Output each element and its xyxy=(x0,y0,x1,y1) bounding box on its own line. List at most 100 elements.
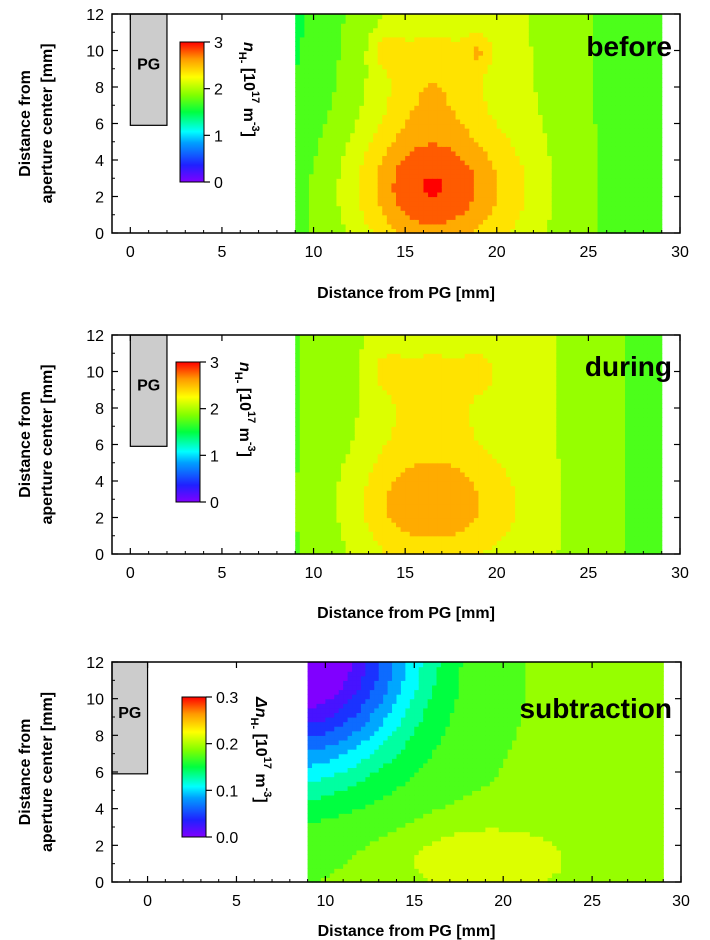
heatmap-cell xyxy=(373,398,379,405)
heatmap-cell xyxy=(615,32,622,38)
heatmap-cell xyxy=(345,155,351,161)
heatmap-cell xyxy=(350,508,356,514)
heatmap-cell xyxy=(359,182,365,188)
heatmap-cell xyxy=(336,114,342,120)
heatmap-cell xyxy=(533,169,539,175)
heatmap-cell xyxy=(625,155,631,161)
heatmap-cell xyxy=(386,141,393,147)
heatmap-cell xyxy=(437,73,443,79)
heatmap-cell xyxy=(652,96,658,102)
heatmap-cell xyxy=(432,187,438,193)
heatmap-cell xyxy=(377,228,383,234)
heatmap-cell xyxy=(620,27,626,33)
heatmap-cell xyxy=(592,205,599,211)
heatmap-cell xyxy=(487,137,493,143)
heatmap-cell xyxy=(464,173,470,179)
heatmap-cell xyxy=(350,412,356,418)
heatmap-cell xyxy=(437,191,443,198)
heatmap-cell xyxy=(606,114,612,120)
heatmap-cell xyxy=(391,105,397,111)
heatmap-cell xyxy=(363,403,370,409)
heatmap-cell xyxy=(588,169,594,175)
heatmap-cell xyxy=(386,14,393,20)
heatmap-cell xyxy=(519,91,525,97)
heatmap-cell xyxy=(391,376,397,382)
heatmap-cell xyxy=(583,18,589,24)
panel-label: before xyxy=(586,31,672,62)
heatmap-cell xyxy=(611,32,617,38)
heatmap-cell xyxy=(588,114,594,120)
heatmap-cell xyxy=(441,82,447,88)
heatmap-cell xyxy=(611,155,617,161)
heatmap-cell xyxy=(396,73,402,79)
heatmap-cell xyxy=(615,132,622,138)
heatmap-cell xyxy=(464,182,470,188)
heatmap-cell xyxy=(533,64,539,70)
heatmap-cell xyxy=(570,187,576,193)
heatmap-cell xyxy=(505,105,512,111)
heatmap-cell xyxy=(400,18,406,24)
heatmap-cell xyxy=(336,173,342,179)
heatmap-cell xyxy=(625,114,631,120)
heatmap-cell xyxy=(492,27,498,33)
heatmap-cell xyxy=(299,462,305,468)
heatmap-cell xyxy=(629,137,635,143)
heatmap-cell xyxy=(405,50,411,56)
heatmap-cell xyxy=(308,353,315,359)
heatmap-cell xyxy=(592,173,599,179)
heatmap-cell xyxy=(483,155,489,161)
heatmap-cell xyxy=(331,376,338,382)
heatmap-cell xyxy=(483,178,489,184)
colorbar-title-part: 17 xyxy=(249,91,261,103)
heatmap-cell xyxy=(304,173,310,179)
heatmap-cell xyxy=(336,155,342,161)
heatmap-cell xyxy=(551,68,557,74)
heatmap-cell xyxy=(551,32,557,38)
heatmap-cell xyxy=(373,105,379,111)
heatmap-cell xyxy=(423,32,429,38)
heatmap-cell xyxy=(295,132,301,138)
heatmap-cell xyxy=(560,18,567,24)
heatmap-cell xyxy=(611,77,617,84)
heatmap-cell xyxy=(629,128,635,134)
heatmap-cell xyxy=(428,146,434,152)
heatmap-cell xyxy=(295,481,301,487)
heatmap-cell xyxy=(377,408,383,414)
heatmap-cell xyxy=(409,146,415,152)
heatmap-cell xyxy=(625,219,631,225)
heatmap-cell xyxy=(473,223,480,230)
heatmap-cell xyxy=(409,50,415,56)
heatmap-cell xyxy=(368,173,374,179)
heatmap-cell xyxy=(510,23,516,29)
heatmap-cell xyxy=(405,96,411,102)
heatmap-cell xyxy=(437,173,443,179)
heatmap-cell xyxy=(322,223,328,230)
heatmap-cell xyxy=(363,531,370,537)
heatmap-cell xyxy=(363,223,370,230)
heatmap-cell xyxy=(345,55,351,61)
heatmap-cell xyxy=(547,201,553,207)
heatmap-cell xyxy=(350,485,356,491)
heatmap-cell xyxy=(318,23,324,29)
heatmap-cell xyxy=(634,150,640,157)
heatmap-cell xyxy=(354,549,360,555)
heatmap-cell xyxy=(615,173,622,179)
heatmap-cell xyxy=(487,59,493,65)
heatmap-cell xyxy=(331,169,338,175)
heatmap-cell xyxy=(592,132,599,138)
heatmap-cell xyxy=(524,100,530,106)
heatmap-cell xyxy=(313,73,319,79)
heatmap-cell xyxy=(441,173,447,179)
heatmap-cell xyxy=(647,23,654,29)
heatmap-cell xyxy=(368,118,374,125)
heatmap-cell xyxy=(386,512,393,519)
heatmap-cell xyxy=(418,87,425,93)
heatmap-cell xyxy=(629,118,635,125)
heatmap-cell xyxy=(327,357,333,363)
heatmap-cell xyxy=(515,182,521,188)
heatmap-cell xyxy=(505,100,512,106)
heatmap-cell xyxy=(396,196,402,202)
heatmap-cell xyxy=(363,394,370,400)
heatmap-cell xyxy=(464,123,470,129)
heatmap-cell xyxy=(528,210,535,216)
